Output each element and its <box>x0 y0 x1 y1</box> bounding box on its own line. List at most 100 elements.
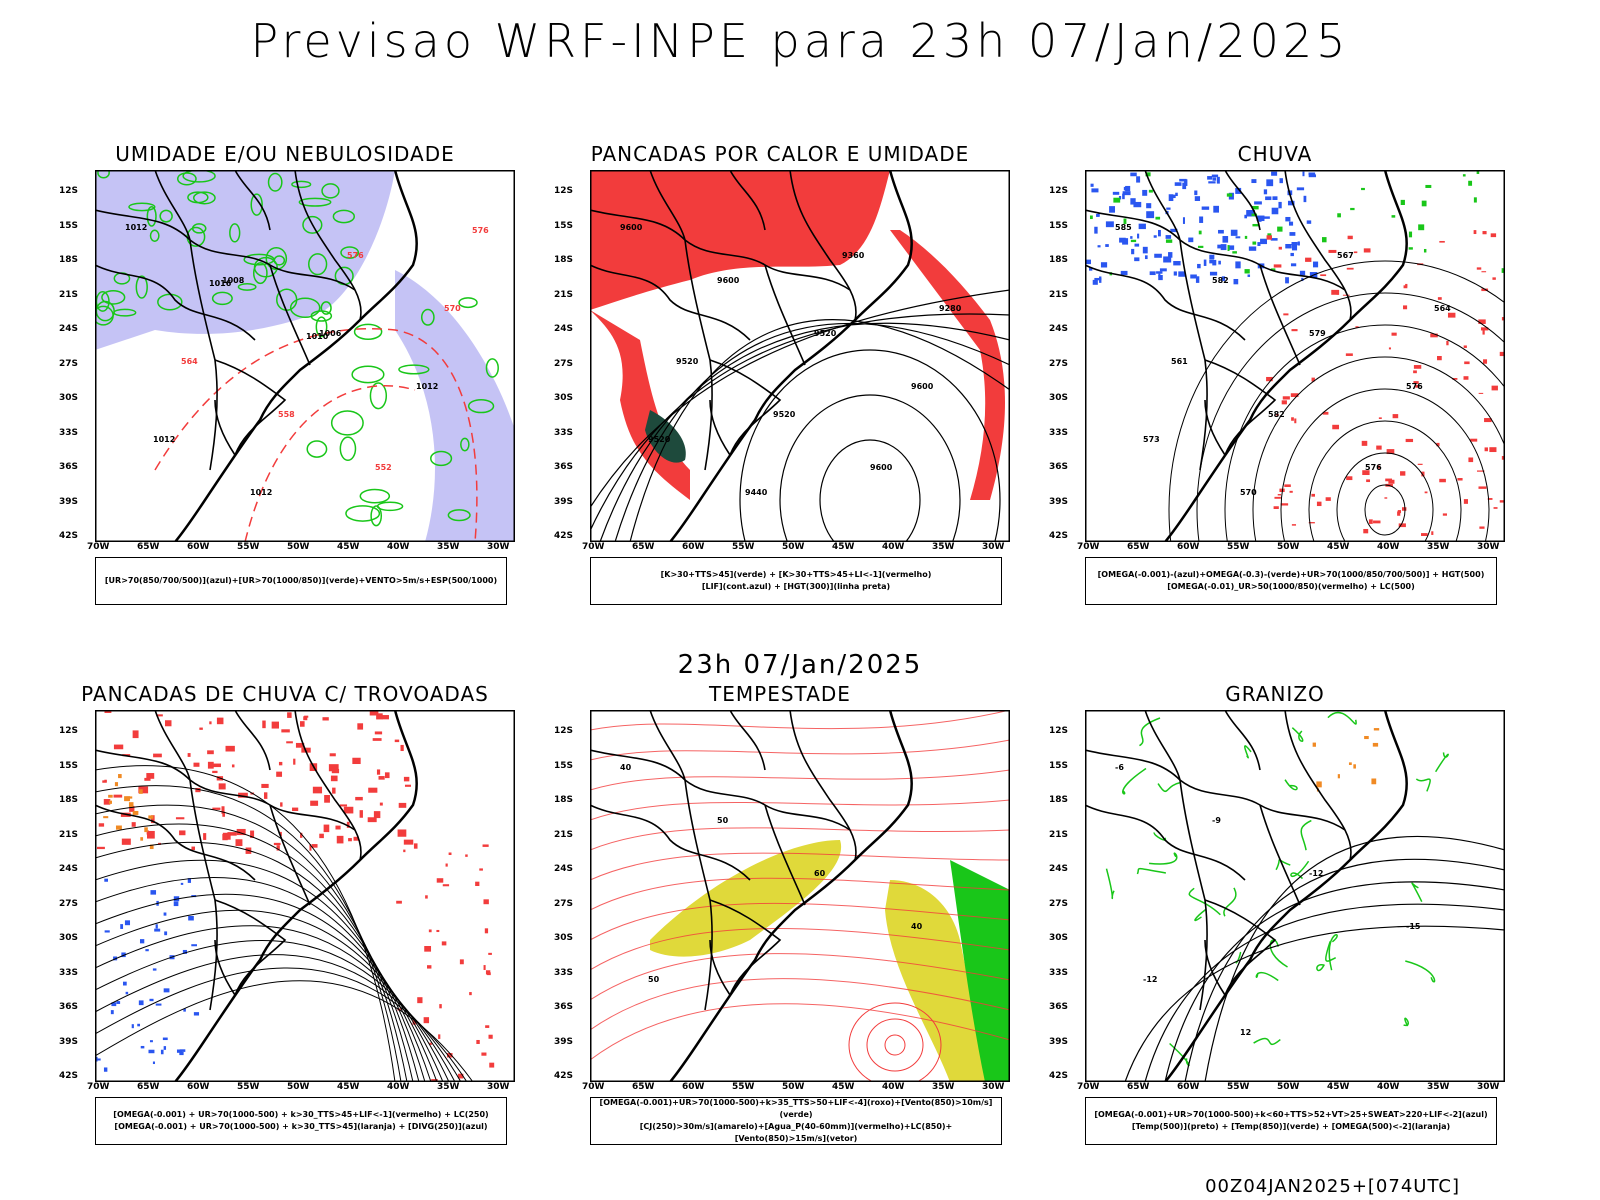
shading-omega-blue <box>1244 214 1248 219</box>
shading-omega-blue <box>1285 216 1291 222</box>
shading-omega-blue <box>1271 171 1278 176</box>
contour-humidity-green <box>369 382 388 410</box>
contour-humidity-green <box>146 206 157 227</box>
shading-thunder-red <box>398 802 407 808</box>
shading-thunder-red <box>484 928 489 934</box>
contour-label: 585 <box>1115 223 1132 232</box>
contour-label: 552 <box>375 463 392 472</box>
country-border <box>1204 899 1277 997</box>
hgt300-contour <box>599 322 1010 542</box>
shading-thunder-red <box>263 792 268 799</box>
shading-omega-green <box>1350 207 1355 211</box>
hgt500-contour <box>1308 420 1462 542</box>
shading-rain-red <box>1482 231 1487 235</box>
shading-rain-red <box>1405 438 1414 443</box>
precipitable-water-contour <box>590 710 1010 731</box>
shading-omega-blue <box>1290 263 1297 267</box>
lon-tick-label: 50W <box>782 542 805 552</box>
lat-tick-label: 21S <box>59 829 79 840</box>
legend-line: [OMEGA(-0.01)_UR>50(1000/850)(vermelho) … <box>1167 582 1415 591</box>
shading-thunder-red <box>459 959 464 965</box>
shading-thunder-red <box>483 899 489 905</box>
run-footer: 00Z04JAN2025+[074UTC] <box>1205 1176 1460 1197</box>
lon-tick-label: 65W <box>1127 542 1150 552</box>
shading-omega-green <box>1337 213 1341 218</box>
lat-tick-label: 21S <box>554 829 574 840</box>
shading-omega-blue <box>1209 271 1218 276</box>
divergence-blue <box>188 915 194 921</box>
legend-line: [OMEGA(-0.001)+UR>70(1000-500)+k<60+TTS>… <box>1094 1110 1488 1119</box>
lon-tick-label: 60W <box>187 1082 210 1092</box>
lat-tick-label: 39S <box>1049 496 1069 507</box>
shading-thunder-red <box>303 716 308 721</box>
lat-tick-label: 15S <box>1049 220 1069 231</box>
shading-rain-red <box>1388 479 1395 484</box>
lon-tick-label: 70W <box>87 542 110 552</box>
lon-tick-label: 40W <box>387 542 410 552</box>
country-border <box>1284 170 1352 321</box>
shading-omega-blue <box>1158 275 1163 281</box>
shading-omega-blue <box>1090 183 1094 187</box>
precipitable-water-contour <box>590 799 1010 821</box>
hgt500-contour <box>1224 324 1505 542</box>
shading-omega-blue <box>1168 252 1173 258</box>
country-border <box>649 170 686 241</box>
lon-tick-label: 50W <box>1277 1082 1300 1092</box>
shading-thunder-red <box>396 900 402 904</box>
legend-line: [OMEGA(-0.001)+UR>70(1000-500)+k>35_TTS>… <box>599 1098 993 1119</box>
divergence-blue <box>103 1067 108 1072</box>
divergence-blue <box>183 1008 186 1012</box>
shading-rain-red <box>1499 351 1505 357</box>
shading-thunder-red <box>312 786 323 794</box>
shading-omega-green <box>1244 235 1248 239</box>
shading-thunder-red <box>212 807 221 810</box>
shading-omega-blue <box>1130 236 1133 239</box>
country-border <box>154 170 191 241</box>
shading-thunder-red <box>469 992 472 996</box>
coastline <box>174 170 418 542</box>
contour-label: 9600 <box>911 382 934 391</box>
shading-orange <box>149 844 154 850</box>
shading-rain-red <box>1424 491 1428 494</box>
shading-thunder-red <box>413 843 418 849</box>
lon-tick-label: 40W <box>882 542 905 552</box>
divergence-blue <box>150 890 157 895</box>
map-frame <box>590 170 1010 542</box>
divergence-blue <box>163 988 170 993</box>
lon-tick-label: 30W <box>982 1082 1005 1092</box>
shading-rain-red <box>1415 385 1420 388</box>
shading-rain-red <box>1473 230 1477 235</box>
hgt500-contour <box>1196 292 1505 542</box>
shading-omega-blue <box>1158 273 1161 277</box>
contour-humidity-green <box>458 297 478 309</box>
shading-rain-red <box>1464 361 1470 365</box>
shading-thunder-red <box>425 895 428 899</box>
divergence-blue <box>155 924 158 929</box>
shading-thunder-red <box>481 1052 487 1056</box>
shading-thunder-red <box>175 817 185 820</box>
shading-rain-red <box>1447 312 1456 318</box>
shading-omega-blue <box>1178 271 1186 277</box>
shading-thunder-red <box>164 720 172 727</box>
panel-legend: [OMEGA(-0.001) + UR>70(1000-500) + k>30_… <box>95 1097 507 1145</box>
shading-thunder-red <box>227 832 237 836</box>
shading-rain-red <box>1331 289 1340 295</box>
shading-rain-red <box>1363 528 1369 534</box>
shading-thunder-red <box>146 773 155 779</box>
shading-rain-red <box>1501 455 1505 460</box>
shading-thunder-red <box>231 764 235 768</box>
shading-thunder-red <box>427 965 432 969</box>
shading-rain-red <box>1291 417 1294 421</box>
shading-rain-red <box>1484 447 1488 452</box>
country-border <box>1224 170 1261 231</box>
lat-tick-label: 15S <box>554 220 574 231</box>
shading-thunder-red <box>281 729 290 733</box>
shading-rain-red <box>1431 531 1434 535</box>
forecast-map: 40 50 60 40 50 <box>590 710 1010 1082</box>
divergence-blue <box>154 928 161 932</box>
shading-omega-blue <box>1131 248 1135 255</box>
lat-tick-label: 15S <box>1049 760 1069 771</box>
shading-omega-blue <box>1146 211 1155 219</box>
contour-label: 573 <box>1143 435 1160 444</box>
contour-label: 582 <box>1268 410 1285 419</box>
